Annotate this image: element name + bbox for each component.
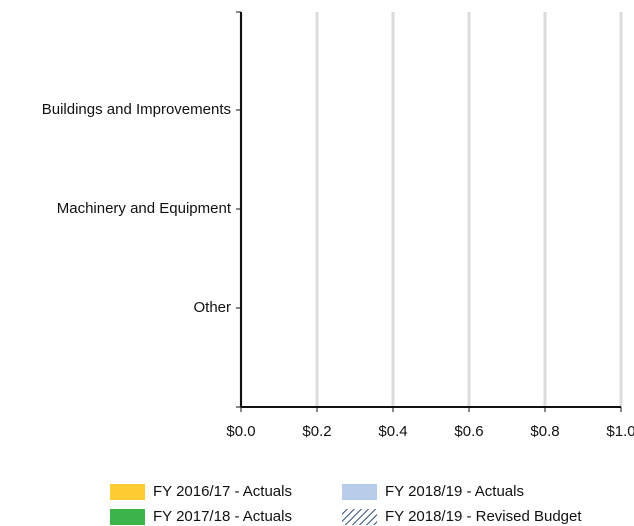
y-tick-label: Other — [193, 299, 231, 316]
legend-swatch — [342, 484, 377, 500]
legend-label: FY 2017/18 - Actuals — [153, 508, 292, 525]
x-tick-label: $0.4 — [378, 423, 407, 440]
x-tick-label: $0.8 — [530, 423, 559, 440]
legend-label: FY 2016/17 - Actuals — [153, 483, 292, 500]
y-tick-label: Machinery and Equipment — [57, 200, 232, 217]
legend-swatch — [342, 509, 377, 525]
legend-swatch — [110, 509, 145, 525]
x-tick-label: $0.6 — [454, 423, 483, 440]
legend-swatch — [110, 484, 145, 500]
x-tick-label: $0.0 — [226, 423, 255, 440]
legend-label: FY 2018/19 - Revised Budget — [385, 508, 582, 525]
x-tick-label: $1.0 — [606, 423, 634, 440]
x-tick-label: $0.2 — [302, 423, 331, 440]
y-tick-label: Buildings and Improvements — [42, 101, 231, 118]
legend-label: FY 2018/19 - Actuals — [385, 483, 524, 500]
